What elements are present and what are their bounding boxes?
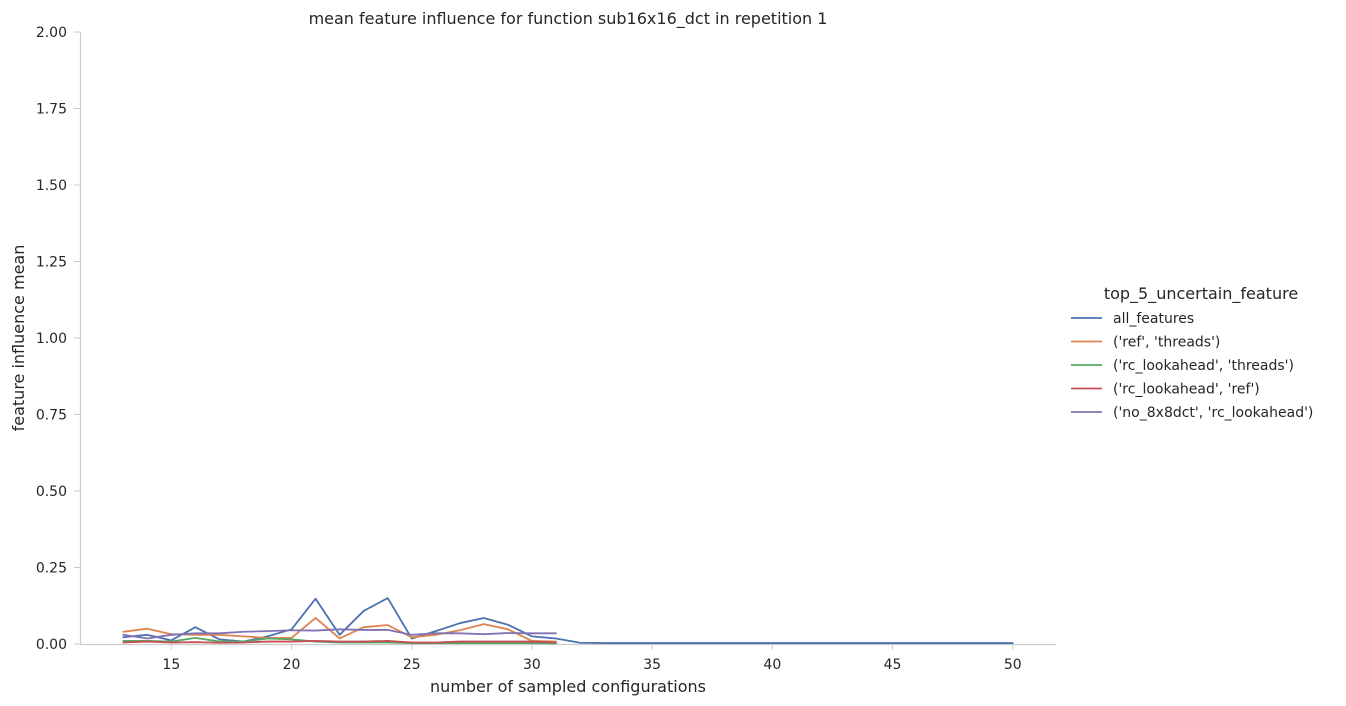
x-tick-label: 30 <box>523 657 541 673</box>
series-line-2 <box>122 617 557 643</box>
legend-entry-label: ('ref', 'threads') <box>1113 335 1220 351</box>
x-tick-label: 40 <box>763 657 781 673</box>
y-axis-label: feature influence mean <box>9 245 28 432</box>
legend: top_5_uncertain_feature all_features ('re… <box>1071 284 1313 421</box>
x-tick-label: 15 <box>162 657 180 673</box>
x-tick-label: 35 <box>643 657 661 673</box>
legend-entries: all_features ('ref', 'threads') ('rc_looka… <box>1071 311 1313 421</box>
x-axis-ticks: 15 20 25 30 35 40 45 50 <box>162 644 1022 673</box>
legend-entry-label: ('rc_lookahead', 'ref') <box>1113 382 1260 398</box>
x-tick-label: 25 <box>403 657 421 673</box>
x-tick-label: 50 <box>1004 657 1022 673</box>
x-axis-label: number of sampled configurations <box>430 677 706 696</box>
x-tick-label: 20 <box>283 657 301 673</box>
legend-entry-label: all_features <box>1113 311 1194 327</box>
legend-title: top_5_uncertain_feature <box>1104 284 1298 304</box>
legend-entry-label: ('no_8x8dct', 'rc_lookahead') <box>1113 405 1313 421</box>
y-axis-ticks: 0.00 0.25 0.50 0.75 1.00 1.25 1.50 1.75 2.00 <box>36 25 80 653</box>
x-tick-label: 45 <box>884 657 902 673</box>
series-line-4 <box>122 640 557 644</box>
y-tick-label: 2.00 <box>36 25 67 41</box>
series-line-3 <box>122 636 557 645</box>
series-line-1 <box>122 597 1014 644</box>
y-tick-label: 0.25 <box>36 561 67 577</box>
series-line-5 <box>122 628 557 640</box>
series-lines <box>122 597 1014 645</box>
y-tick-label: 0.50 <box>36 484 67 500</box>
chart-title: mean feature influence for function sub1… <box>309 9 828 29</box>
y-tick-label: 1.25 <box>36 255 67 271</box>
y-tick-label: 1.00 <box>36 331 67 347</box>
y-tick-label: 1.75 <box>36 102 67 118</box>
y-tick-label: 1.50 <box>36 178 67 194</box>
y-tick-label: 0.00 <box>36 637 67 653</box>
legend-entry-label: ('rc_lookahead', 'threads') <box>1113 358 1294 374</box>
y-tick-label: 0.75 <box>36 408 67 424</box>
